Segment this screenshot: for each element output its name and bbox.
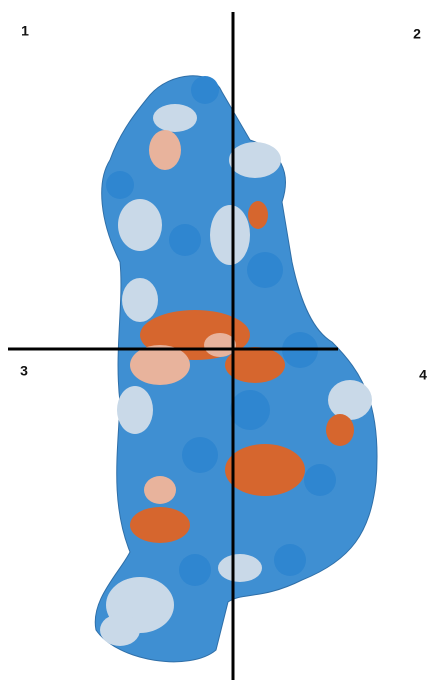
patch [218, 554, 262, 582]
patch [225, 347, 285, 383]
bump [106, 171, 134, 199]
patch [328, 380, 372, 420]
bump [191, 76, 219, 104]
patch [149, 130, 181, 170]
patch [326, 414, 354, 446]
patch [229, 142, 281, 178]
patch [130, 507, 190, 543]
bump [230, 390, 270, 430]
bump [182, 437, 218, 473]
patch [117, 386, 153, 434]
protein-surface [94, 75, 378, 663]
patch [204, 333, 236, 357]
patch [118, 199, 162, 251]
patch [130, 345, 190, 385]
patch [144, 476, 176, 504]
bump [169, 224, 201, 256]
quadrant-label: 2 [413, 26, 421, 42]
patch [122, 278, 158, 322]
patch [153, 104, 197, 132]
quadrant-label: 1 [21, 23, 29, 39]
quadrant-label: 3 [20, 363, 28, 379]
patch [225, 444, 305, 496]
patch [210, 205, 250, 265]
patch [248, 201, 268, 229]
salmon-patches [130, 130, 236, 504]
quadrant-label: 4 [419, 367, 427, 383]
bump [179, 554, 211, 586]
bump [304, 464, 336, 496]
bump [274, 544, 306, 576]
patch [100, 614, 140, 646]
blue-bumps [106, 76, 336, 586]
bump [247, 252, 283, 288]
light-patches [100, 104, 372, 646]
